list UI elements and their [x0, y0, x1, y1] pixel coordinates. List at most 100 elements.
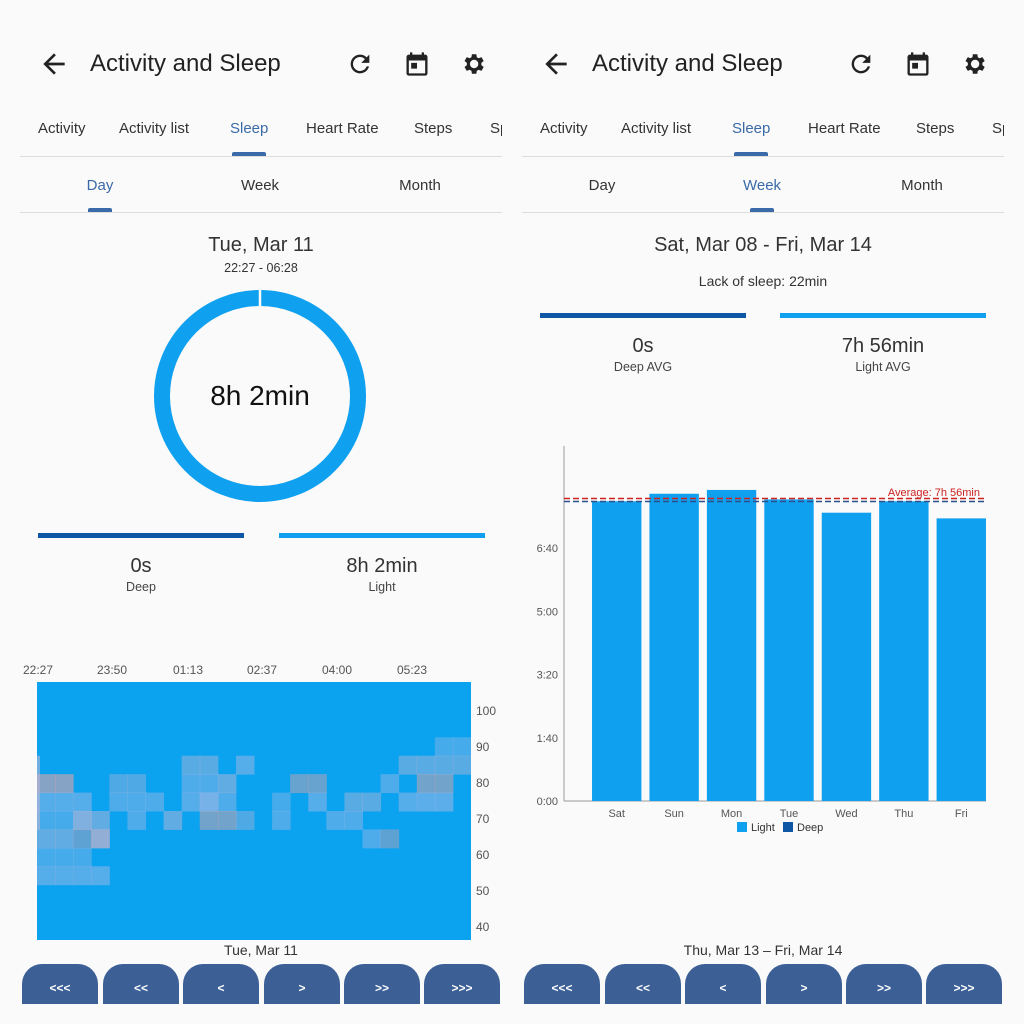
- navigation-buttons: <<< << < > >> >>>: [524, 964, 1004, 1004]
- nav-prev-button[interactable]: <: [685, 964, 761, 1004]
- calendar-icon[interactable]: [904, 50, 932, 78]
- main-tabs: Activity Activity list Sleep Heart Rate …: [522, 112, 1004, 157]
- nav-next-button[interactable]: >: [766, 964, 842, 1004]
- tab-sleep[interactable]: Sleep: [230, 120, 269, 137]
- y-tick-label: 0:00: [537, 796, 558, 808]
- y-tick-label: 6:40: [537, 543, 558, 555]
- heatmap-cell: [55, 774, 74, 794]
- tab-activity[interactable]: Activity: [540, 120, 588, 137]
- heatmap-cell: [199, 792, 219, 812]
- heatmap-y-label: 40: [476, 920, 490, 934]
- app-bar: Activity and Sleep: [0, 36, 502, 92]
- total-sleep: 8h 2min: [210, 380, 310, 411]
- tab-month[interactable]: Month: [901, 177, 943, 194]
- tab-day[interactable]: Day: [86, 177, 114, 194]
- nav-first-button[interactable]: <<<: [22, 964, 98, 1004]
- light-sleep-label: Light: [368, 580, 396, 594]
- tab-week[interactable]: Week: [240, 177, 280, 194]
- refresh-icon[interactable]: [346, 50, 374, 78]
- bar-light-wed: [821, 512, 872, 801]
- nav-last-button[interactable]: >>>: [926, 964, 1002, 1004]
- navigation-buttons: <<< << < > >> >>>: [22, 964, 502, 1004]
- main-tabs: Activity Activity list Sleep Heart Rate …: [20, 112, 502, 157]
- heatmap-cell: [145, 792, 165, 812]
- date-title: Tue, Mar 11: [208, 234, 314, 256]
- heatmap-cell: [181, 774, 201, 794]
- tab-week[interactable]: Week: [742, 177, 782, 194]
- heatmap-cell: [326, 811, 345, 830]
- nav-last-button[interactable]: >>>: [424, 964, 500, 1004]
- sleep-ring: 8h 2min: [152, 288, 368, 504]
- arrow-left-icon[interactable]: [38, 48, 70, 80]
- tab-month[interactable]: Month: [399, 177, 441, 194]
- legend-deep-label: Deep: [797, 822, 823, 834]
- heatmap-cell: [55, 847, 74, 867]
- calendar-icon[interactable]: [403, 50, 431, 78]
- bar-light-sun: [649, 493, 699, 801]
- heatmap-cell: [308, 792, 327, 812]
- y-tick-label: 5:00: [537, 606, 558, 618]
- nav-next-button[interactable]: >: [264, 964, 340, 1004]
- average-label: Average: 7h 56min: [888, 487, 980, 499]
- tab-steps[interactable]: Steps: [414, 120, 453, 137]
- heatmap-y-label: 50: [476, 884, 490, 898]
- tab-activity[interactable]: Activity: [38, 120, 86, 137]
- tab-day[interactable]: Day: [588, 177, 616, 194]
- app-bar: Activity and Sleep: [522, 36, 1024, 92]
- heatmap-cell: [37, 847, 56, 867]
- heatmap-cell: [127, 792, 146, 812]
- tab-heart-rate[interactable]: Heart Rate: [306, 120, 379, 137]
- bar-light-mon: [706, 489, 757, 801]
- heatmap-cell: [434, 755, 454, 775]
- y-tick-label: 3:20: [537, 670, 558, 682]
- bar-light-sat: [592, 501, 642, 801]
- refresh-icon[interactable]: [847, 50, 875, 78]
- arrow-left-icon[interactable]: [540, 48, 572, 80]
- heatmap-cell: [416, 755, 436, 775]
- heatmap-cell: [199, 811, 219, 830]
- tab-steps[interactable]: Steps: [916, 120, 955, 137]
- heatmap-cell: [416, 774, 436, 794]
- tab-activity-list[interactable]: Activity list: [621, 120, 692, 137]
- nav-prev-fast-button[interactable]: <<: [605, 964, 681, 1004]
- gear-icon[interactable]: [960, 50, 988, 78]
- tab-spo2[interactable]: Sp: [992, 120, 1004, 137]
- gear-icon[interactable]: [459, 50, 487, 78]
- light-avg-value: 7h 56min: [841, 335, 925, 357]
- heatmap-cell: [362, 792, 382, 812]
- tab-spo2[interactable]: Sp: [490, 120, 502, 137]
- nav-next-fast-button[interactable]: >>: [846, 964, 922, 1004]
- heatmap-cell: [109, 774, 128, 794]
- heatmap-cell: [73, 866, 92, 886]
- heart-rate-heatmap: [37, 682, 471, 940]
- heatmap-cell: [434, 774, 454, 794]
- date-title: Sat, Mar 08 - Fri, Mar 14: [654, 234, 872, 256]
- legend-deep-swatch: [783, 822, 793, 832]
- tab-sleep[interactable]: Sleep: [732, 120, 771, 137]
- x-tick-label: Sat: [608, 808, 625, 820]
- legend-light-label: Light: [751, 822, 775, 834]
- heatmap-cell: [199, 792, 219, 812]
- heatmap-x-label: 04:00: [322, 663, 353, 677]
- tab-activity-list[interactable]: Activity list: [119, 120, 190, 137]
- heatmap-x-label: 01:13: [173, 663, 204, 677]
- heatmap-x-label: 22:27: [23, 663, 54, 677]
- tab-heart-rate[interactable]: Heart Rate: [808, 120, 881, 137]
- nav-first-button[interactable]: <<<: [524, 964, 600, 1004]
- heatmap-cell: [163, 811, 183, 830]
- deep-avg-value: 0s: [632, 335, 654, 357]
- heatmap-cell: [290, 774, 309, 794]
- time-range: 22:27 - 06:28: [224, 261, 298, 275]
- nav-prev-fast-button[interactable]: <<: [103, 964, 179, 1004]
- heatmap-cell: [272, 811, 291, 830]
- light-avg-label: Light AVG: [855, 360, 911, 374]
- nav-next-fast-button[interactable]: >>: [344, 964, 420, 1004]
- heatmap-y-label: 80: [476, 776, 490, 790]
- nav-prev-button[interactable]: <: [183, 964, 259, 1004]
- light-sleep-bar: [279, 533, 485, 538]
- light-sleep-bar: [780, 313, 986, 318]
- heatmap-cell: [344, 792, 363, 812]
- tab-indicator: [734, 152, 768, 156]
- subtab-indicator: [750, 208, 774, 212]
- page-title: Activity and Sleep: [90, 50, 281, 77]
